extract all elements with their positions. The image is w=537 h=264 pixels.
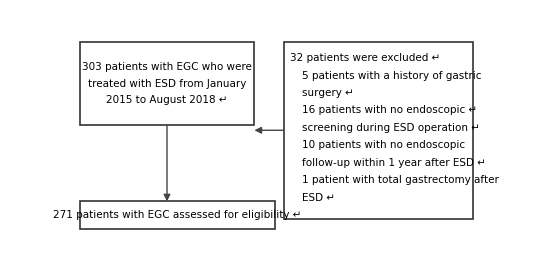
Text: ESD ↵: ESD ↵ (302, 193, 336, 203)
Text: 303 patients with EGC who were
treated with ESD from January
2015 to August 2018: 303 patients with EGC who were treated w… (82, 62, 252, 105)
FancyBboxPatch shape (79, 42, 255, 125)
Text: 32 patients were excluded ↵: 32 patients were excluded ↵ (290, 53, 440, 63)
Text: follow-up within 1 year after ESD ↵: follow-up within 1 year after ESD ↵ (302, 158, 487, 168)
Text: 10 patients with no endoscopic: 10 patients with no endoscopic (302, 140, 466, 150)
Text: 5 patients with a history of gastric: 5 patients with a history of gastric (302, 70, 482, 81)
Text: 16 patients with no endoscopic ↵: 16 patients with no endoscopic ↵ (302, 106, 477, 115)
Text: surgery ↵: surgery ↵ (302, 88, 354, 98)
FancyBboxPatch shape (284, 42, 473, 219)
Text: 271 patients with EGC assessed for eligibility ↵: 271 patients with EGC assessed for eligi… (53, 210, 302, 220)
FancyBboxPatch shape (79, 201, 275, 229)
Text: 1 patient with total gastrectomy after: 1 patient with total gastrectomy after (302, 175, 499, 185)
Text: screening during ESD operation ↵: screening during ESD operation ↵ (302, 123, 480, 133)
